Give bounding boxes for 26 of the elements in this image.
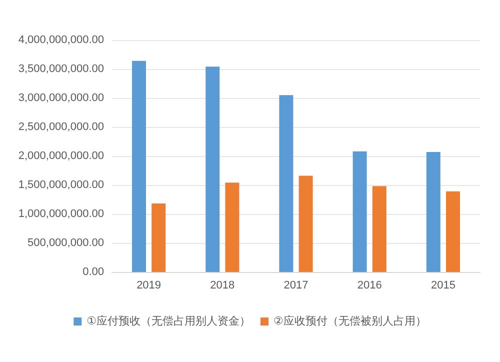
x-tick-label: 2018 [210,280,235,292]
bar [426,152,440,272]
x-tick-label: 2015 [430,280,456,292]
y-tick-label: 2,000,000,000.00 [18,150,104,162]
bar [152,204,166,272]
x-tick-label: 2016 [357,280,382,292]
y-tick-label: 1,500,000,000.00 [18,179,104,191]
y-tick-label: 1,000,000,000.00 [18,208,104,220]
y-tick-label: 0.00 [82,266,104,278]
bar [372,186,386,272]
legend-label: ①应付预收（无偿占用别人资金） [86,314,251,328]
legend-label: ②应收预付（无偿被别人占用） [274,314,426,328]
y-tick-label: 500,000,000.00 [28,237,104,249]
bar [132,60,146,272]
bar [352,151,367,272]
bar [298,176,313,272]
bar [206,66,220,272]
y-tick-label: 4,000,000,000.00 [18,34,104,46]
x-tick-label: 2017 [284,280,308,292]
bar [446,191,460,272]
y-tick-label: 3,500,000,000.00 [18,63,104,75]
bar [279,95,294,272]
x-tick-label: 2019 [136,280,162,292]
bar [225,182,240,272]
y-tick-label: 3,000,000,000.00 [18,92,104,104]
y-tick-label: 2,500,000,000.00 [18,121,104,133]
